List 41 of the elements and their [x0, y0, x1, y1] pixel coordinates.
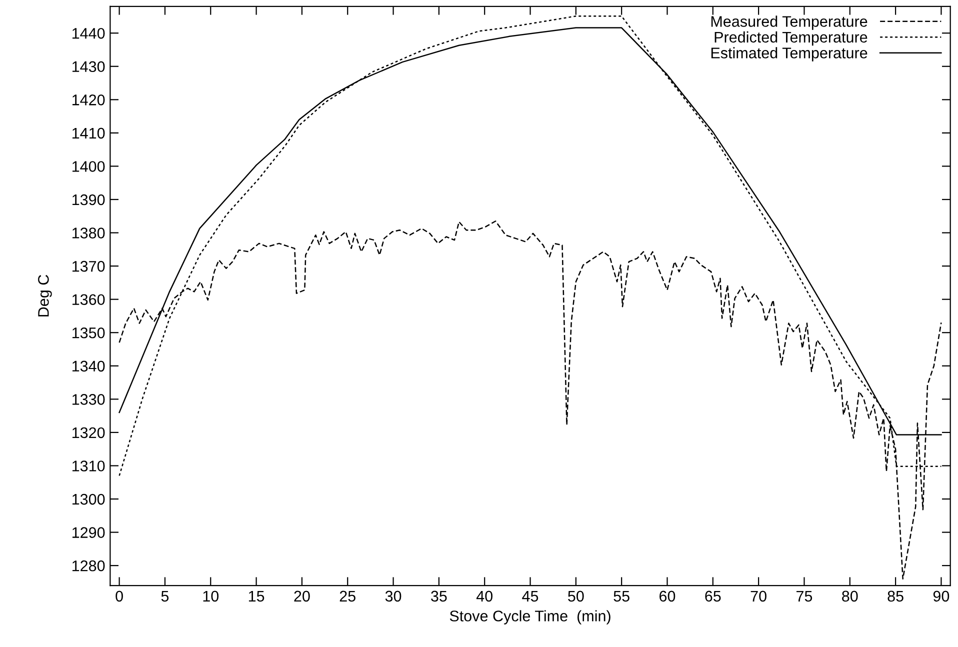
- x-tick-label: 10: [203, 590, 219, 602]
- x-tick-label: 45: [522, 590, 538, 602]
- y-tick-label: 1400: [72, 161, 105, 172]
- x-tick-label: 85: [888, 590, 904, 602]
- legend-label: Predicted Temperature: [714, 31, 868, 46]
- x-tick-label: 0: [116, 590, 123, 602]
- y-tick-label: 1420: [72, 94, 105, 106]
- y-tick-label: 1340: [72, 360, 105, 372]
- x-tick-label: 20: [294, 590, 310, 602]
- x-tick-label: 40: [476, 590, 492, 602]
- x-tick-label: 5: [161, 590, 169, 602]
- y-tick-label: 1310: [72, 460, 105, 472]
- y-tick-label: 1330: [72, 394, 105, 405]
- x-tick-label: 55: [614, 590, 630, 602]
- y-axis-title: Deg C: [38, 274, 52, 316]
- y-tick-label: 1350: [72, 327, 105, 338]
- y-tick-label: 1280: [72, 560, 105, 572]
- y-tick-label: 1370: [72, 260, 105, 272]
- x-tick-label: 50: [568, 590, 584, 602]
- y-tick-label: 1440: [72, 28, 105, 39]
- x-tick-label: 15: [248, 590, 264, 602]
- x-tick-label: 90: [933, 590, 950, 602]
- x-tick-label: 35: [431, 590, 447, 602]
- y-tick-label: 1300: [72, 494, 105, 505]
- y-tick-label: 1430: [72, 61, 105, 72]
- y-tick-label: 1320: [72, 427, 105, 438]
- y-tick-label: 1380: [72, 228, 105, 238]
- x-tick-label: 75: [796, 590, 812, 602]
- x-tick-label: 70: [750, 590, 766, 602]
- x-tick-label: 60: [660, 590, 676, 602]
- y-tick-label: 1290: [72, 527, 105, 538]
- y-tick-label: 1410: [72, 128, 105, 139]
- y-tick-label: 1360: [72, 294, 105, 306]
- x-tick-label: 80: [842, 590, 858, 602]
- x-axis-title: Stove Cycle Time (min): [450, 610, 610, 624]
- x-tick-label: 65: [705, 590, 721, 602]
- legend-label: Estimated Temperature: [711, 47, 868, 62]
- legend-label: Measured Temperature: [711, 16, 868, 30]
- x-tick-label: 25: [340, 590, 356, 602]
- y-tick-label: 1390: [72, 194, 105, 206]
- x-tick-label: 30: [385, 590, 402, 602]
